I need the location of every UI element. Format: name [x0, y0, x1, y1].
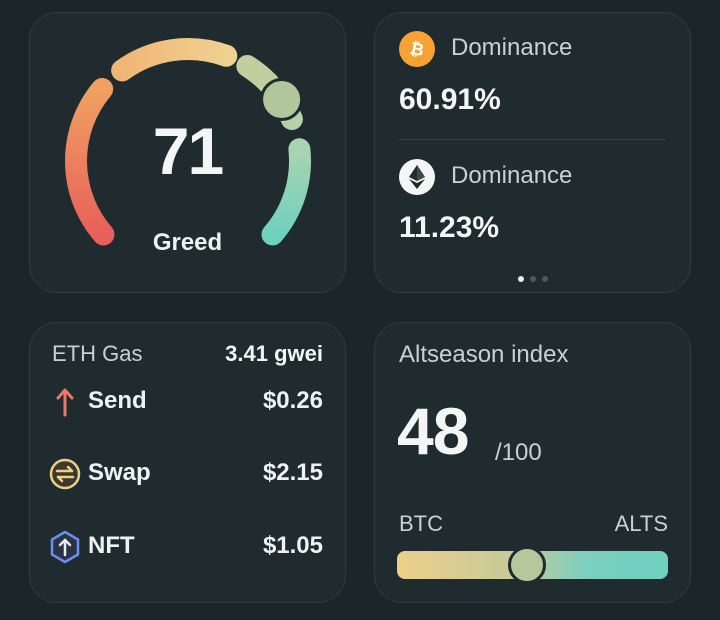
swap-icon [49, 458, 81, 490]
page-dot[interactable] [529, 276, 536, 282]
gas-row-label: NFT [88, 532, 135, 559]
altseason-card[interactable]: Altseason index 48 /100 BTC ALTS [374, 322, 691, 603]
gas-row-value: $0.26 [262, 387, 323, 414]
gas-row-label: Swap [88, 459, 151, 486]
fear-greed-label: Greed [152, 229, 223, 256]
gauge-segment [261, 138, 311, 246]
gauge-pointer [260, 78, 304, 122]
gas-row-value: $2.15 [262, 459, 323, 486]
altseason-max: /100 [495, 439, 542, 466]
gas-title: ETH Gas [52, 341, 143, 366]
svg-text:₿: ₿ [408, 39, 426, 60]
page-indicator[interactable] [375, 269, 690, 287]
eth-gas-card[interactable]: ETH Gas 3.41 gwei Send $0.26 Swap $2.15 … [29, 322, 346, 603]
fear-greed-gauge [65, 38, 311, 246]
btc-dominance: ₿ Dominance 60.91% [399, 31, 666, 131]
arrow-up-icon [56, 388, 74, 417]
gauge-segment [236, 55, 280, 95]
btc-dominance-label: Dominance [451, 34, 573, 61]
gas-price: 3.41 gwei [225, 341, 323, 366]
gauge-segment [65, 78, 115, 246]
fear-greed-card[interactable]: 71 Greed [29, 12, 346, 293]
altseason-value: 48 [397, 394, 469, 468]
bitcoin-icon: ₿ [399, 31, 435, 67]
gauge-segment [111, 38, 238, 82]
altseason-alts-label: ALTS [614, 511, 668, 536]
dominance-card[interactable]: ₿ Dominance 60.91% Dominance 11.23% [374, 12, 691, 293]
nft-icon [50, 530, 80, 564]
gas-row-value: $1.05 [262, 532, 323, 559]
eth-dominance-value: 11.23% [399, 211, 500, 244]
divider [399, 139, 666, 140]
gas-row-send: Send $0.26 [48, 381, 323, 421]
eth-dominance: Dominance 11.23% [399, 159, 666, 259]
page-dot[interactable] [517, 276, 524, 282]
altseason-btc-label: BTC [399, 511, 443, 536]
altseason-title: Altseason index [399, 341, 569, 368]
page-dot[interactable] [541, 276, 548, 282]
altseason-slider-thumb [508, 546, 547, 584]
eth-dominance-label: Dominance [451, 162, 573, 189]
fear-greed-value: 71 [152, 114, 224, 188]
gas-row-nft: NFT $1.05 [48, 526, 323, 566]
ethereum-icon [399, 159, 435, 195]
btc-dominance-value: 60.91% [399, 83, 501, 116]
gas-row-label: Send [88, 387, 147, 414]
gas-row-swap: Swap $2.15 [48, 453, 323, 493]
